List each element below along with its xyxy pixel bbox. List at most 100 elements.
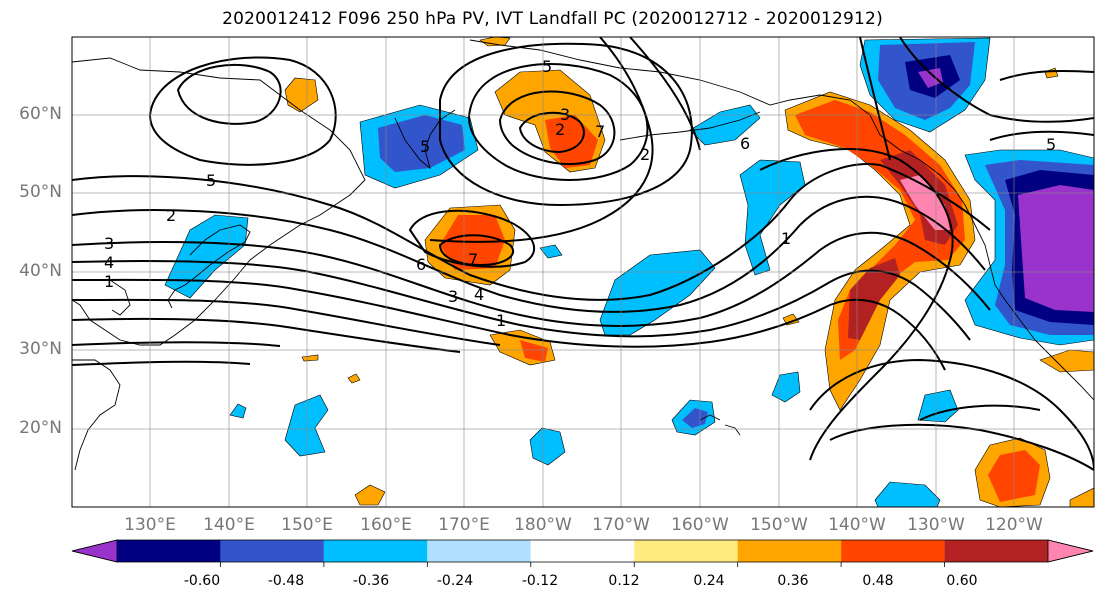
contour-line <box>759 148 954 461</box>
lon-label: 140°E <box>203 515 255 535</box>
shade-region <box>918 68 943 88</box>
shade-region <box>900 175 950 230</box>
contour-label: 5 <box>542 57 552 76</box>
contour-line <box>989 130 1094 141</box>
shading-layer <box>164 37 1094 507</box>
shade-region <box>520 340 548 362</box>
colorbar-segment <box>220 540 324 562</box>
contour-label: 5 <box>206 171 216 190</box>
coastline-kamchatka <box>394 109 456 170</box>
contour-line <box>72 278 946 371</box>
contour-line <box>72 317 461 353</box>
colorbar-segment <box>944 540 1048 562</box>
lat-label: 50°N <box>19 182 62 202</box>
contour-line <box>859 37 891 161</box>
contour-label: 3 <box>448 287 458 306</box>
lon-label: 150°W <box>750 515 808 535</box>
contour-label: 6 <box>416 255 426 274</box>
contour-label: 5 <box>1046 135 1056 154</box>
contour-line <box>72 260 971 341</box>
contour-label: 4 <box>104 253 114 272</box>
shade-region <box>682 408 708 428</box>
colorbar-segment <box>117 540 221 562</box>
shade-region <box>917 389 959 423</box>
coastline-japan <box>167 224 251 309</box>
shade-region <box>848 258 900 340</box>
lat-label: 30°N <box>19 339 62 359</box>
contour-line <box>72 195 986 314</box>
shade-region <box>874 481 941 507</box>
contour-label: 4 <box>474 285 484 304</box>
coastline-alaska <box>469 39 1094 401</box>
contour-line <box>438 234 515 267</box>
contour-line <box>999 69 1094 81</box>
contour-label: 3 <box>104 234 114 253</box>
shade-region <box>347 373 361 384</box>
contour-label: 1 <box>104 272 114 291</box>
contour-line <box>148 56 337 166</box>
colorbar-extend-low <box>71 539 118 563</box>
colorbar-tick-label: 0.48 <box>862 573 894 589</box>
colorbar-tick-label: -0.36 <box>352 573 390 589</box>
shade-region <box>1069 487 1094 507</box>
lon-label: 120°W <box>985 515 1043 535</box>
contour-label: 1 <box>496 311 506 330</box>
shade-region <box>301 354 319 362</box>
colorbar-segment <box>323 540 428 562</box>
contour-line <box>72 360 251 366</box>
lon-label: 160°W <box>671 515 729 535</box>
coastline-korea <box>109 279 131 316</box>
shade-region <box>739 159 806 276</box>
contour-label: 5 <box>420 137 430 156</box>
colorbar-tick-label: -0.24 <box>436 573 474 589</box>
contour-line <box>518 111 585 154</box>
contour-line <box>72 231 991 327</box>
lon-label: 130°W <box>907 515 965 535</box>
shade-region <box>1039 349 1094 373</box>
colorbar-segment <box>427 540 531 562</box>
colorbar-segment <box>634 540 738 562</box>
lon-label: 160°E <box>360 515 412 535</box>
lon-label: 150°E <box>281 515 333 535</box>
colorbar-tick-label: 0.12 <box>608 573 640 589</box>
lat-label: 20°N <box>19 418 62 438</box>
colorbar-tick-label: -0.12 <box>521 573 559 589</box>
contour-label: 6 <box>740 134 750 153</box>
lat-label: 40°N <box>19 261 62 281</box>
shade-region <box>539 244 563 259</box>
lon-label: 170°E <box>438 515 490 535</box>
colorbar-segment <box>841 540 945 562</box>
shade-region <box>354 484 386 506</box>
colorbar-segment <box>737 540 842 562</box>
gridlines <box>72 37 1094 507</box>
shade-region <box>545 115 598 168</box>
coastline-hawaii <box>699 414 741 436</box>
lon-label: 140°W <box>828 515 886 535</box>
contour-line <box>72 341 281 347</box>
contour-label: 7 <box>595 122 605 141</box>
contour-line <box>498 90 616 166</box>
colorbar-segment <box>530 540 635 562</box>
shade-region <box>284 77 319 113</box>
colorbar-extend-high <box>1047 539 1094 563</box>
contour-line <box>809 358 1094 471</box>
map-frame <box>71 36 1095 508</box>
colorbar-tick-label: -0.48 <box>267 573 305 589</box>
pv-contours <box>72 37 1094 471</box>
contour-line <box>176 63 282 125</box>
shade-region <box>164 214 249 299</box>
contour-line <box>468 63 649 181</box>
lon-label: 170°W <box>592 515 650 535</box>
contour-label: 2 <box>640 145 650 164</box>
contour-line <box>919 404 1041 421</box>
contour-line <box>629 37 701 151</box>
shade-region <box>229 403 247 419</box>
colorbar-tick-label: 0.60 <box>946 573 978 589</box>
colorbar <box>71 539 1094 567</box>
shade-region <box>1018 185 1094 312</box>
colorbar-tick-label: -0.60 <box>183 573 221 589</box>
lon-label: 130°E <box>124 515 176 535</box>
contour-label: 7 <box>468 250 478 269</box>
contour-label: 2 <box>166 206 176 225</box>
